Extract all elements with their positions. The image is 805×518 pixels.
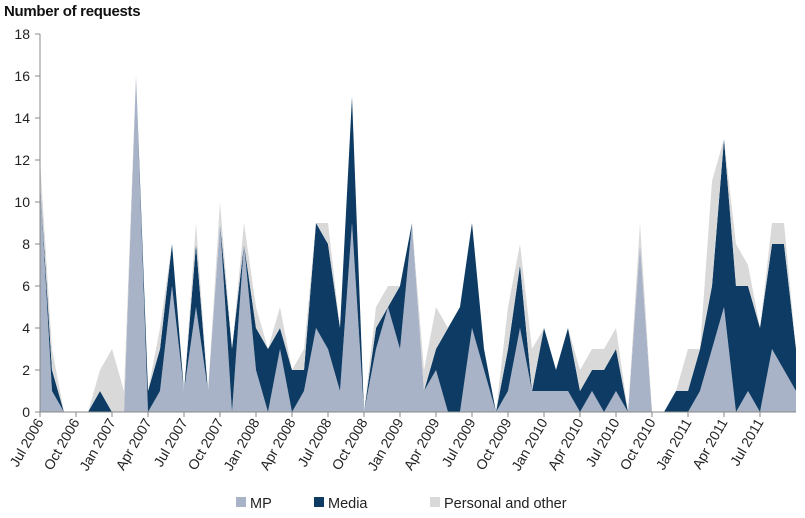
x-tick-label: Jul 2006 [6, 415, 46, 469]
y-tick-label: 14 [14, 110, 30, 126]
y-tick-label: 18 [14, 26, 30, 42]
x-tick-label: Jul 2007 [150, 415, 190, 469]
y-tick-label: 2 [22, 362, 30, 378]
x-tick-label: Jul 2011 [727, 415, 767, 468]
x-tick-label: Apr 2009 [400, 415, 442, 472]
y-tick-label: 4 [22, 320, 30, 336]
x-tick-label: Jul 2008 [294, 415, 334, 469]
y-tick-label: 0 [22, 404, 30, 420]
y-tick-label: 8 [22, 236, 30, 252]
x-tick-label: Apr 2008 [256, 415, 298, 472]
legend-label-personal-other: Personal and other [444, 496, 567, 512]
x-tick-label: Apr 2007 [112, 415, 154, 472]
legend: MP Media Personal and other [236, 496, 567, 512]
legend-label-mp: MP [250, 496, 272, 512]
y-tick-label: 16 [14, 68, 30, 84]
area-series-media [40, 76, 796, 412]
x-tick-label: Jul 2010 [582, 415, 622, 469]
y-tick-label: 12 [14, 152, 30, 168]
axes [35, 33, 796, 417]
legend-swatch-mp [236, 497, 246, 507]
legend-label-media: Media [328, 496, 368, 512]
legend-swatch-media [314, 497, 324, 507]
legend-swatch-personal-other [430, 497, 440, 507]
area-series-personal-and-other [40, 76, 796, 412]
y-tick-label: 10 [14, 194, 30, 210]
y-axis-label: Number of requests [4, 3, 141, 20]
y-tick-label: 6 [22, 278, 30, 294]
area-series-mp [40, 76, 796, 412]
x-tick-label: Jul 2009 [438, 415, 478, 469]
stacked-areas [40, 76, 796, 412]
x-tick-label: Apr 2010 [544, 415, 586, 472]
x-tick-label: Apr 2011 [689, 415, 731, 471]
